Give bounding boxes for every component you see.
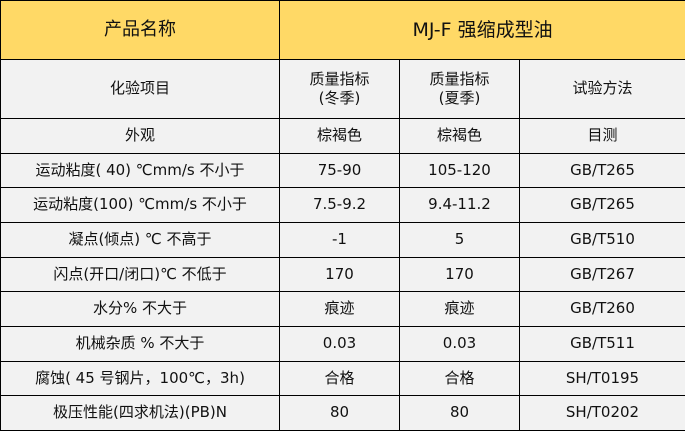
method-cell: 目测 (518, 118, 685, 154)
summer-cell: 0.03 (399, 325, 520, 362)
winter-cell: 痕迹 (279, 291, 400, 327)
product-title: MJ-F 强缩成型油 (278, 0, 685, 60)
method-cell: GB/T267 (518, 256, 685, 293)
item-cell: 水分% 不大于 (0, 291, 280, 327)
winter-cell: -1 (279, 221, 400, 258)
method-cell: GB/T265 (518, 187, 685, 223)
winter-cell: 棕褐色 (279, 118, 400, 154)
header-winter-line2: (冬季) (318, 89, 361, 107)
table-row: 运动粘度(100) ℃mm/s 不小于 7.5-9.2 9.4-11.2 GB/… (0, 187, 685, 223)
summer-cell: 痕迹 (399, 291, 520, 327)
method-cell: SH/T0195 (518, 360, 685, 397)
header-summer: 质量指标 (夏季) (399, 59, 520, 119)
table-row: 凝点(倾点) ℃ 不高于 -1 5 GB/T510 (0, 221, 685, 258)
header-summer-line1: 质量指标 (429, 69, 490, 88)
item-cell: 机械杂质 % 不大于 (0, 325, 280, 362)
item-cell: 运动粘度( 40) ℃mm/s 不小于 (0, 152, 280, 189)
item-cell: 极压性能(四求机法)(PB)N (0, 395, 280, 431)
method-cell: GB/T511 (518, 325, 685, 362)
header-summer-line2: (夏季) (438, 89, 481, 107)
table-row: 外观 棕褐色 棕褐色 目测 (0, 118, 685, 154)
table-row: 腐蚀( 45 号钢片，100℃，3h) 合格 合格 SH/T0195 (0, 360, 685, 397)
summer-cell: 5 (399, 221, 520, 258)
item-cell: 腐蚀( 45 号钢片，100℃，3h) (0, 360, 280, 397)
method-cell: GB/T260 (518, 291, 685, 327)
item-cell: 运动粘度(100) ℃mm/s 不小于 (0, 187, 280, 223)
table-row: 机械杂质 % 不大于 0.03 0.03 GB/T511 (0, 325, 685, 362)
winter-cell: 合格 (279, 360, 400, 397)
method-cell: GB/T265 (518, 152, 685, 189)
header-winter: 质量指标 (冬季) (279, 59, 400, 119)
winter-cell: 75-90 (279, 152, 400, 189)
header-row: 化验项目 质量指标 (冬季) 质量指标 (夏季) 试验方法 (0, 59, 685, 119)
header-item: 化验项目 (0, 59, 280, 119)
table-row: 运动粘度( 40) ℃mm/s 不小于 75-90 105-120 GB/T26… (0, 152, 685, 189)
item-cell: 凝点(倾点) ℃ 不高于 (0, 221, 280, 258)
item-cell: 闪点(开口/闭口)℃ 不低于 (0, 256, 280, 293)
winter-cell: 7.5-9.2 (279, 187, 400, 223)
title-row: 产品名称 MJ-F 强缩成型油 (0, 0, 685, 60)
summer-cell: 合格 (399, 360, 520, 397)
summer-cell: 105-120 (399, 152, 520, 189)
table-row: 水分% 不大于 痕迹 痕迹 GB/T260 (0, 291, 685, 327)
header-winter-line1: 质量指标 (309, 69, 370, 88)
summer-cell: 170 (399, 256, 520, 293)
table-row: 极压性能(四求机法)(PB)N 80 80 SH/T0202 (0, 395, 685, 431)
summer-cell: 棕褐色 (399, 118, 520, 154)
summer-cell: 9.4-11.2 (399, 187, 520, 223)
summer-cell: 80 (399, 395, 520, 431)
product-name-label: 产品名称 (0, 0, 280, 60)
winter-cell: 0.03 (279, 325, 400, 362)
header-method: 试验方法 (518, 59, 685, 119)
item-cell: 外观 (0, 118, 280, 154)
winter-cell: 170 (279, 256, 400, 293)
method-cell: SH/T0202 (518, 395, 685, 431)
method-cell: GB/T510 (518, 221, 685, 258)
winter-cell: 80 (279, 395, 400, 431)
table-row: 闪点(开口/闭口)℃ 不低于 170 170 GB/T267 (0, 256, 685, 293)
